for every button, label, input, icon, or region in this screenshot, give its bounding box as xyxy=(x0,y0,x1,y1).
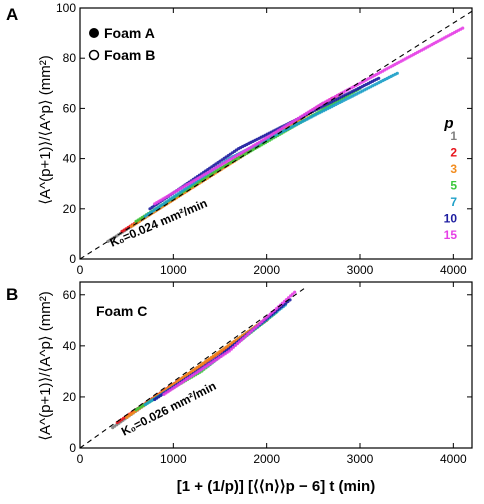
panel-b-xtick-label: 2000 xyxy=(253,452,280,466)
p-legend-item-2: 2 xyxy=(450,146,457,160)
p-legend-item-15: 15 xyxy=(444,228,458,242)
panel-b-point-p15 xyxy=(244,334,248,338)
p-legend-item-3: 3 xyxy=(450,162,457,176)
panel-b-point-p15 xyxy=(293,290,297,294)
p-legend-item-5: 5 xyxy=(450,179,457,193)
panel-b-point-p15 xyxy=(246,332,250,336)
panel-a-ytick-label: 20 xyxy=(63,202,77,216)
panel-b-ytick-label: 40 xyxy=(63,339,77,353)
panel-a-point-p7 xyxy=(395,71,399,75)
panel-b-xtick-label: 1000 xyxy=(160,452,187,466)
panel-b-ytick-label: 60 xyxy=(63,288,77,302)
panel-b-point-p15 xyxy=(260,320,264,324)
panel-a-ticks: 0 1000 2000 3000 4000 0 20 40 60 80 100 xyxy=(56,1,472,277)
panel-b-ylabel: ⟨A^(p+1)⟩/⟨A^p⟩ (mm²) xyxy=(37,291,54,441)
p-legend-item-1: 1 xyxy=(450,129,457,143)
panel-b-letter: B xyxy=(6,285,18,304)
panel-b-xtick-label: 3000 xyxy=(347,452,374,466)
panel-b-ytick-label: 0 xyxy=(69,441,76,455)
panel-b-point-p15 xyxy=(286,296,291,300)
legend-foam-a-marker xyxy=(89,28,99,38)
p-legend-item-7: 7 xyxy=(450,195,457,209)
panel-b-point-p15 xyxy=(231,345,235,349)
panel-b-fit-line xyxy=(79,288,305,449)
panel-a-ytick-label: 40 xyxy=(63,152,77,166)
panel-b-point-p15 xyxy=(227,349,231,353)
panel-a-point-p10 xyxy=(377,76,381,80)
panel-b-xtick-label: 0 xyxy=(77,452,84,466)
panel-a-xtick-label: 0 xyxy=(77,263,84,277)
panel-a-ytick-label: 60 xyxy=(63,101,77,115)
panel-a-ytick-label: 0 xyxy=(69,252,76,266)
panel-b-ytick-label: 20 xyxy=(63,390,77,404)
panel-a-xtick-label: 4000 xyxy=(440,263,467,277)
panel-b-point-p15 xyxy=(237,340,242,344)
p-legend-item-10: 10 xyxy=(444,212,458,226)
panel-b-frame xyxy=(79,281,473,449)
panel-a-letter: A xyxy=(6,5,18,24)
legend-foam-c-label: Foam C xyxy=(96,303,147,319)
panel-a-ytick-label: 80 xyxy=(63,51,77,65)
panel-b-point-p15 xyxy=(250,329,254,333)
panel-b-point-p15 xyxy=(242,336,246,340)
panel-b-xtick-label: 4000 xyxy=(440,452,467,466)
legend-foam-b-marker xyxy=(88,49,100,61)
legend-foam-a-label: Foam A xyxy=(104,25,155,41)
legend-foam-b-label: Foam B xyxy=(104,47,155,63)
panel-b-point-p15 xyxy=(262,318,266,322)
panel-a-xtick-label: 2000 xyxy=(253,263,280,277)
panel-a-ylabel: ⟨A^(p+1)⟩/⟨A^p⟩ (mm²) xyxy=(37,55,54,205)
panel-b-point-p15 xyxy=(256,323,260,327)
panel-a-data xyxy=(79,10,473,260)
panel-b-xlabel: [1 + (1/p)] [⟨⟨n⟩⟩p − 6] t (min) xyxy=(177,478,375,495)
panel-a-ytick-label: 100 xyxy=(56,1,76,15)
p-legend-title: p xyxy=(443,115,453,132)
panel-b-ticks: 0 1000 2000 3000 4000 0 20 40 60 xyxy=(63,282,472,466)
panel-b-point-p15 xyxy=(291,292,295,296)
panel-a-xtick-label: 3000 xyxy=(347,263,374,277)
panel-a-point-p15 xyxy=(461,26,465,30)
panel-b-point-p15 xyxy=(252,327,256,331)
panel-a-xtick-label: 1000 xyxy=(160,263,187,277)
p-legend: 1 2 3 5 7 10 15 xyxy=(444,129,458,242)
panel-a-frame xyxy=(79,7,473,260)
panel-b-series-p15 xyxy=(162,290,297,396)
panel-b-data xyxy=(79,288,305,449)
